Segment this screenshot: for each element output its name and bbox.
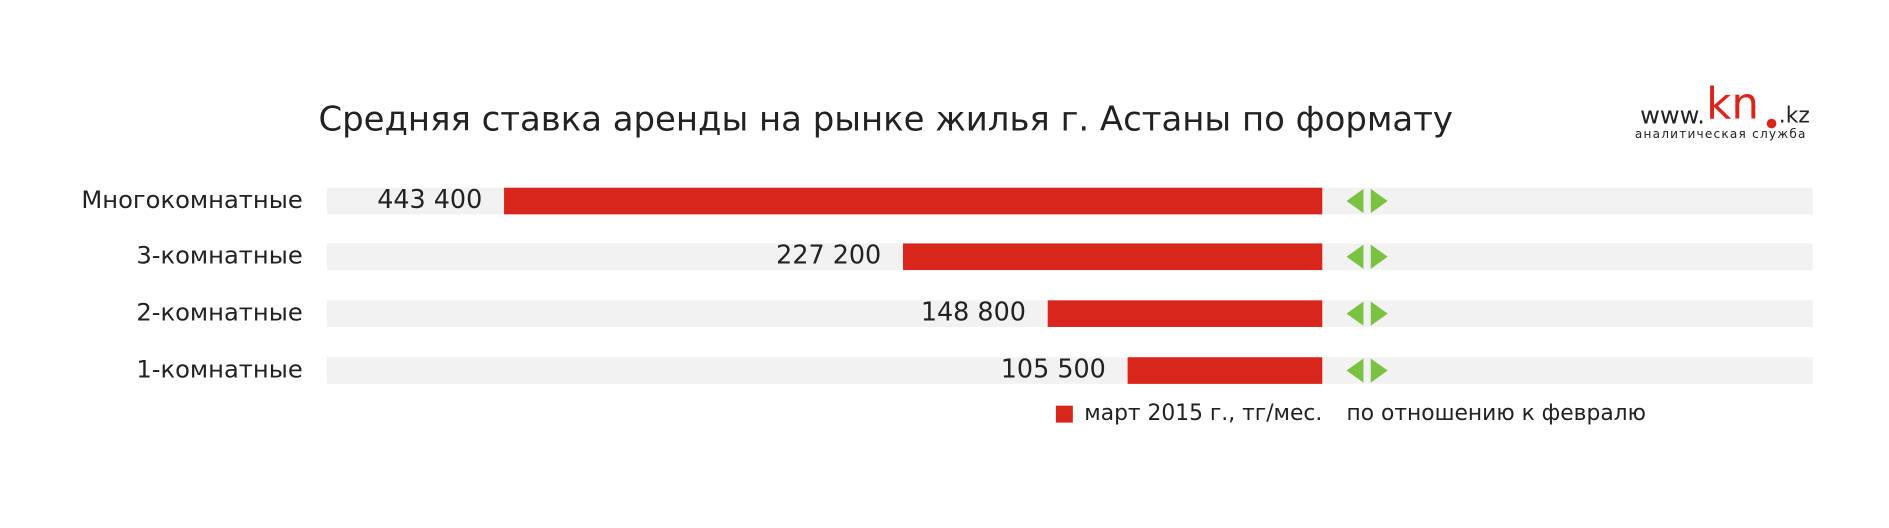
category-label: 1-комнатные — [136, 356, 302, 384]
category-label: Многокомнатные — [81, 186, 302, 214]
legend-label: март 2015 г., тг/мес. — [1084, 401, 1322, 426]
change-arrow-left — [1346, 301, 1364, 326]
bar — [504, 187, 1323, 215]
category-label: 2-комнатные — [136, 299, 302, 327]
change-arrow-left — [1346, 244, 1364, 269]
change-arrow-left — [1346, 358, 1364, 383]
change-arrow-right — [1370, 301, 1388, 326]
value-label: 148 800 — [921, 297, 1026, 327]
logo-prefix: www. — [1640, 101, 1705, 129]
change-arrow-right — [1370, 188, 1388, 214]
value-label: 443 400 — [377, 184, 482, 214]
value-label: 227 200 — [776, 240, 881, 270]
logo-suffix: .kz — [1779, 103, 1810, 128]
row-band — [326, 357, 1813, 384]
bar — [1047, 300, 1323, 327]
logo: www. kn .kz аналитическая служба — [1635, 80, 1810, 141]
logo-dot — [1766, 118, 1777, 129]
category-label: 3-комнатные — [136, 242, 302, 270]
bar — [903, 243, 1323, 271]
change-arrow-right — [1370, 244, 1388, 269]
logo-tagline: аналитическая служба — [1635, 127, 1807, 141]
bar — [1127, 357, 1323, 384]
change-arrow-left — [1346, 188, 1364, 214]
logo-brand: kn — [1706, 80, 1759, 130]
legend-swatch — [1055, 405, 1073, 423]
change-legend: по отношению к февралю — [1347, 401, 1646, 426]
change-arrow-right — [1370, 358, 1388, 383]
value-label: 105 500 — [1001, 354, 1106, 384]
chart-title: Средняя ставка аренды на рынке жилья г. … — [318, 100, 1453, 139]
